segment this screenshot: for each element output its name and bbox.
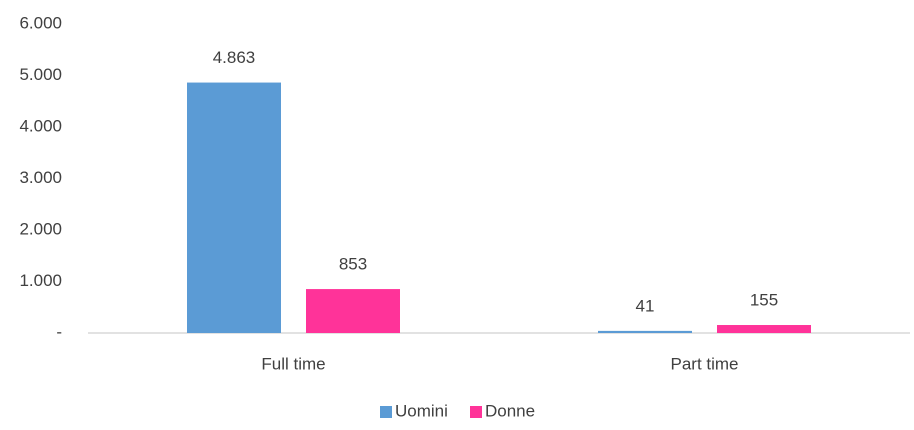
legend-swatch: [380, 406, 392, 418]
bar: [717, 325, 811, 333]
legend-label: Uomini: [395, 401, 448, 420]
legend-swatch: [470, 406, 482, 418]
bar: [598, 330, 692, 333]
y-tick-label: 1.000: [19, 271, 62, 290]
y-tick-label: -: [56, 322, 62, 341]
x-tick-label: Full time: [261, 354, 325, 373]
data-label: 4.863: [213, 48, 256, 67]
data-label: 853: [339, 255, 367, 274]
legend-label: Donne: [485, 401, 535, 420]
data-label: 41: [636, 296, 655, 315]
y-tick-label: 6.000: [19, 13, 62, 32]
y-tick-label: 4.000: [19, 116, 62, 135]
y-tick-label: 2.000: [19, 219, 62, 238]
bar: [187, 82, 281, 333]
bar: [306, 289, 400, 333]
y-tick-label: 5.000: [19, 65, 62, 84]
x-tick-label: Part time: [670, 354, 738, 373]
data-label: 155: [750, 291, 778, 310]
y-tick-label: 3.000: [19, 168, 62, 187]
